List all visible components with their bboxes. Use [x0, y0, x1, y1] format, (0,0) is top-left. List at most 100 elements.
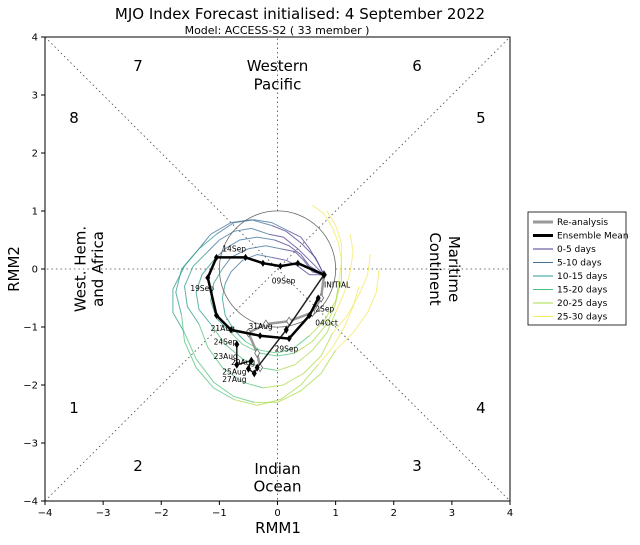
phase-number-label: 5	[476, 109, 486, 127]
x-tick-label: 3	[449, 508, 455, 519]
ensemble-member-line	[262, 332, 334, 389]
y-tick-label: −2	[23, 381, 38, 392]
date-label: 27Aug	[222, 375, 246, 384]
chart-title: MJO Index Forecast initialised: 4 Septem…	[115, 5, 485, 23]
y-tick-label: 1	[32, 207, 38, 218]
ensemble-member-line	[210, 323, 278, 371]
ensemble-member-line	[175, 233, 217, 316]
ensemble-member-line	[335, 268, 380, 351]
ensemble-member-line	[221, 283, 246, 342]
x-tick-label: 2	[391, 508, 397, 519]
chart-subtitle: Model: ACCESS-S2 ( 33 member )	[185, 24, 370, 37]
legend-label: 5-10 days	[557, 259, 602, 269]
ensemble-member-line	[280, 248, 325, 276]
date-label: 31Aug	[248, 322, 272, 331]
ensemble-mean-marker	[321, 271, 327, 279]
observed-marker	[248, 356, 254, 365]
date-label: 29Aug	[231, 358, 255, 367]
date-label: 29Sep	[275, 344, 299, 353]
y-tick-label: 0	[32, 265, 38, 276]
legend-label: 0-5 days	[557, 245, 596, 255]
date-label: 09Sep	[272, 277, 296, 286]
x-tick-label: −4	[38, 508, 53, 519]
x-tick-label: −1	[212, 508, 227, 519]
ensemble-member-line	[326, 210, 342, 284]
region-label-bottom: Ocean	[254, 478, 302, 496]
ensemble-member-line	[277, 312, 337, 371]
ensemble-member-line	[274, 239, 325, 276]
phase-number-label: 6	[412, 57, 422, 75]
legend-label: Ensemble Mean	[557, 232, 629, 242]
observed-marker	[283, 325, 289, 334]
date-label: 14Sep	[222, 245, 246, 254]
date-label: 23Aug	[214, 352, 238, 361]
region-label-left: and Africa	[89, 231, 107, 307]
y-tick-label: 3	[32, 91, 38, 102]
y-tick-label: −1	[23, 323, 38, 334]
date-label: INITIAL	[324, 281, 351, 290]
date-label: 19Sep	[190, 284, 214, 293]
region-label-top: Pacific	[254, 76, 302, 94]
ensemble-member-line	[207, 227, 269, 252]
ensemble-member-line	[332, 254, 371, 334]
ensemble-mean-marker	[213, 253, 219, 261]
x-tick-label: 0	[274, 508, 280, 519]
observed-marker	[234, 340, 240, 349]
reanalysis-marker	[254, 348, 261, 358]
x-tick-label: 1	[332, 508, 338, 519]
x-tick-label: −2	[154, 508, 169, 519]
ensemble-mean-marker	[315, 294, 321, 302]
ensemble-member-line	[210, 268, 229, 331]
ensemble-member-line	[198, 323, 264, 389]
date-label: 21Aug	[211, 324, 235, 333]
ensemble-member-line	[216, 219, 290, 235]
ensemble-mean-marker	[213, 311, 219, 319]
phase-number-label: 7	[133, 57, 143, 75]
legend-label: 20-25 days	[557, 299, 608, 309]
y-axis-label: RMM2	[5, 246, 23, 292]
ensemble-member-line	[254, 349, 337, 403]
ensemble-mean-marker	[295, 259, 301, 267]
date-label: 24Sep	[214, 338, 238, 347]
y-tick-label: 4	[32, 33, 38, 44]
phase-number-label: 3	[412, 457, 422, 475]
x-axis-label: RMM1	[255, 519, 301, 537]
y-tick-label: −3	[23, 439, 38, 450]
observed-marker	[245, 364, 251, 373]
region-label-bottom: Indian	[254, 460, 300, 478]
phase-number-label: 1	[69, 399, 79, 417]
legend-label: 25-30 days	[557, 313, 608, 323]
legend-label: 15-20 days	[557, 286, 608, 296]
ensemble-mean-marker	[277, 262, 283, 270]
ensemble-mean-marker	[257, 332, 263, 340]
date-label: 04Oct	[315, 318, 338, 327]
ensemble-member-line	[233, 364, 319, 406]
observed-marker	[254, 363, 260, 372]
phase-number-label: 8	[69, 109, 79, 127]
legend-box	[527, 211, 627, 326]
ensemble-member-line	[312, 204, 342, 261]
x-tick-label: −3	[96, 508, 111, 519]
y-tick-label: 2	[32, 149, 38, 160]
ensemble-member-line	[271, 225, 325, 276]
phase-number-label: 4	[476, 399, 486, 417]
ensemble-member-line	[213, 236, 275, 261]
ensemble-mean-marker	[205, 274, 211, 282]
ensemble-member-line	[181, 315, 235, 400]
ensemble-member-line	[172, 248, 200, 334]
reanalysis-marker	[262, 319, 269, 329]
ensemble-mean-marker	[286, 335, 292, 343]
legend-label: 10-15 days	[557, 272, 608, 282]
ensemble-member-line	[224, 253, 272, 284]
ensemble-member-line	[309, 260, 342, 337]
ensemble-mean-marker	[306, 311, 312, 319]
ensemble-member-line	[317, 286, 360, 366]
region-label-right: Continent	[426, 232, 444, 305]
ensemble-member-line	[195, 259, 214, 325]
observed-marker	[251, 369, 257, 378]
diagonal-line	[44, 36, 511, 502]
legend-label: Re-analysis	[557, 218, 608, 228]
ensemble-mean-marker	[243, 253, 249, 261]
ensemble-mean-marker	[228, 326, 234, 334]
